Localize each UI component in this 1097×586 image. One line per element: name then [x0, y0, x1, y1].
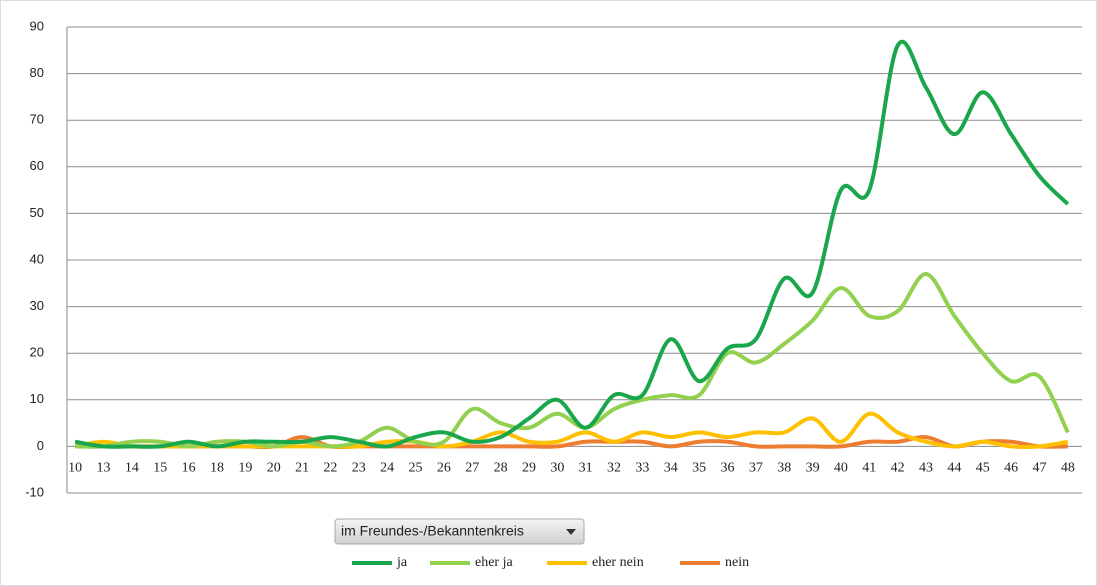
x-tick-label: 14	[125, 461, 139, 476]
x-tick-label: 38	[777, 461, 791, 476]
x-tick-label: 20	[267, 461, 281, 476]
x-tick-label: 27	[465, 461, 479, 476]
x-tick-label: 43	[919, 461, 933, 476]
x-tick-label: 46	[1004, 461, 1018, 476]
x-tick-label: 16	[182, 461, 196, 476]
x-tick-label: 22	[323, 461, 337, 476]
y-tick-label: 20	[30, 345, 44, 360]
x-tick-label: 15	[153, 461, 167, 476]
x-tick-label: 28	[494, 461, 508, 476]
x-tick-label: 26	[437, 461, 451, 476]
x-tick-label: 19	[238, 461, 252, 476]
x-tick-label: 23	[352, 461, 366, 476]
x-tick-label: 37	[749, 461, 763, 476]
x-tick-label: 42	[891, 461, 905, 476]
x-tick-label: 45	[976, 461, 990, 476]
x-tick-label: 18	[210, 461, 224, 476]
series-line	[74, 411, 1069, 449]
legend-label: ja	[396, 555, 408, 570]
x-tick-label: 13	[97, 461, 111, 476]
y-tick-label: 90	[30, 18, 44, 33]
y-tick-label: 60	[30, 158, 44, 173]
x-tick-label: 25	[409, 461, 423, 476]
y-tick-label: -10	[25, 484, 44, 499]
x-tick-label: 21	[295, 461, 309, 476]
x-tick-label: 10	[68, 461, 82, 476]
x-tick-label: 31	[579, 461, 593, 476]
x-tick-label: 24	[380, 461, 394, 476]
x-tick-label: 48	[1061, 461, 1075, 476]
y-tick-label: 70	[30, 112, 44, 127]
x-tick-label: 30	[550, 461, 564, 476]
legend-label: eher nein	[592, 555, 644, 570]
x-tick-label: 36	[720, 461, 734, 476]
dropdown-arrow[interactable]	[566, 529, 576, 535]
y-tick-label: 40	[30, 251, 44, 266]
x-tick-label: 33	[635, 461, 649, 476]
legend-label: nein	[725, 555, 749, 570]
legend-label: eher ja	[475, 555, 513, 570]
x-tick-label: 39	[806, 461, 820, 476]
x-tick-label: 44	[947, 461, 961, 476]
x-tick-label: 35	[692, 461, 706, 476]
x-tick-label: 40	[834, 461, 848, 476]
x-tick-label: 47	[1032, 461, 1046, 476]
y-tick-label: 30	[30, 298, 44, 313]
x-tick-label: 29	[522, 461, 536, 476]
y-tick-label: 0	[37, 438, 44, 453]
x-tick-label: 32	[607, 461, 621, 476]
x-tick-label: 41	[862, 461, 876, 476]
x-tick-label: 34	[664, 461, 678, 476]
dropdown-label[interactable]: im Freundes-/Bekanntenkreis	[341, 523, 524, 539]
y-tick-label: 10	[30, 391, 44, 406]
dropdown-button[interactable]	[334, 518, 585, 545]
y-tick-label: 50	[30, 205, 44, 220]
y-tick-label: 80	[30, 65, 44, 80]
series-line	[74, 40, 1070, 449]
filter-dropdown[interactable]: im Freundes-/Bekanntenkreis	[334, 518, 585, 545]
